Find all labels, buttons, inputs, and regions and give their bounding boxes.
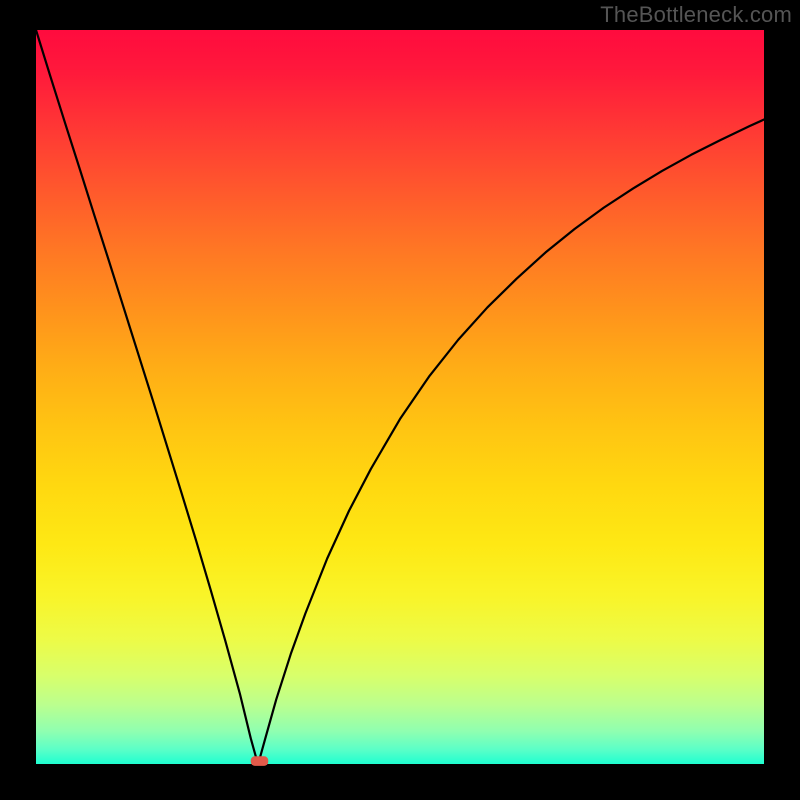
bottleneck-chart [0,0,800,800]
watermark-label: TheBottleneck.com [600,2,792,28]
optimal-point-marker [251,756,268,766]
plot-background [36,30,764,764]
chart-container: TheBottleneck.com [0,0,800,800]
